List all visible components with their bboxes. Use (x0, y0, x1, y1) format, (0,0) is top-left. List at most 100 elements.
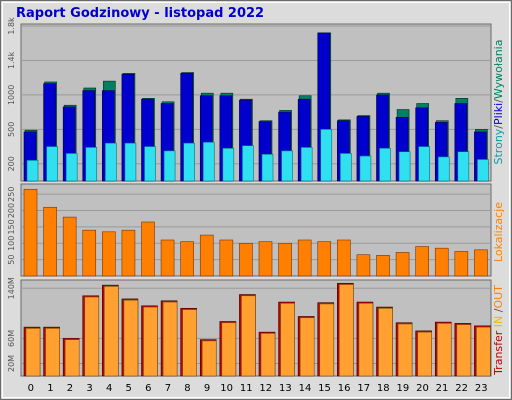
side-legend-transfer-part: / (492, 308, 505, 315)
x-tick-label: 19 (397, 383, 410, 394)
side-legend-strony-pliki-wywolania-part: / (492, 125, 505, 129)
bar-transfer-out (299, 317, 315, 377)
panel-3-background (20, 279, 492, 377)
panel-1-ytick-label: 1.8k (7, 17, 16, 35)
bar-lokalizacje (141, 221, 155, 277)
side-legend-transfer: Transfer IN /OUT (492, 285, 505, 376)
bar-lokalizacje (102, 231, 116, 277)
x-tick-label: 13 (279, 383, 292, 394)
x-tick-label: 23 (475, 383, 488, 394)
x-tick-label: 12 (259, 383, 272, 394)
bar-transfer-out (64, 339, 80, 377)
bar-strony (340, 153, 352, 182)
bar-lokalizacje (199, 234, 214, 277)
side-legend-transfer-part: Transfer (492, 330, 505, 376)
bar-strony (320, 129, 333, 182)
panel-3-ytick-label: 60M (7, 330, 16, 347)
chart-title: Raport Godzinowy - listopad 2022 (16, 6, 264, 21)
bar-lokalizacje (219, 239, 234, 277)
panel-1-ytick-label: 200 (7, 156, 16, 171)
bar-transfer-out (280, 303, 295, 377)
panel-2-ytick-label: 150 (7, 219, 16, 234)
bar-lokalizacje (23, 188, 38, 277)
x-tick-label: 20 (416, 383, 429, 394)
bar-transfer-out (241, 295, 256, 377)
bar-strony (105, 142, 117, 182)
bar-strony (379, 147, 391, 182)
bar-transfer-out (143, 306, 158, 377)
bar-transfer-out (104, 286, 119, 377)
bar-strony (359, 155, 372, 182)
x-tick-label: 3 (86, 383, 92, 394)
bar-strony (281, 150, 293, 182)
bar-strony (202, 141, 215, 182)
bar-strony (300, 147, 313, 182)
bar-strony (144, 146, 156, 182)
bar-lokalizacje (395, 252, 410, 277)
side-legend-strony-pliki-wywolania-part: Strony (492, 128, 505, 164)
panel-1-ytick-label: 500 (7, 122, 16, 137)
x-tick-label: 10 (220, 383, 233, 394)
x-tick-label: 14 (299, 383, 312, 394)
x-tick-label: 17 (357, 383, 370, 394)
bar-lokalizacje (121, 229, 136, 277)
side-legend-transfer-part: IN (492, 316, 505, 331)
bar-strony (222, 147, 235, 182)
panel-2-ytick-label: 250 (7, 187, 16, 202)
bar-lokalizacje (454, 251, 469, 277)
side-legend-lokalizacje: Lokalizacje (492, 202, 505, 262)
x-tick-label: 4 (106, 383, 112, 394)
bar-transfer-out (319, 303, 335, 377)
side-legend-strony-pliki-wywolania-part: Pliki (492, 103, 505, 125)
x-tick-label: 2 (67, 383, 73, 394)
bar-transfer-out (339, 284, 354, 377)
bar-transfer-out (260, 333, 276, 377)
x-tick-label: 8 (184, 383, 190, 394)
x-tick-label: 22 (455, 383, 468, 394)
x-tick-label: 11 (240, 383, 253, 394)
bar-lokalizacje (434, 247, 449, 277)
panel-2-background (20, 183, 492, 277)
x-tick-label: 9 (204, 383, 210, 394)
side-legend-lokalizacje-part: Lokalizacje (492, 202, 505, 262)
bar-lokalizacje (317, 241, 332, 277)
bar-transfer-out (378, 308, 393, 377)
bar-strony (418, 146, 430, 182)
x-tick-label: 15 (318, 383, 331, 394)
bar-lokalizacje (376, 255, 390, 277)
bar-strony (85, 147, 98, 182)
bar-transfer-out (358, 303, 374, 377)
x-tick-label: 16 (338, 383, 351, 394)
x-tick-label: 18 (377, 383, 390, 394)
bar-lokalizacje (337, 239, 351, 277)
panel-2-ytick-label: 200 (7, 203, 16, 218)
bar-lokalizacje (356, 254, 371, 277)
bar-transfer-out (456, 324, 472, 377)
x-tick-label: 1 (47, 383, 53, 394)
bar-transfer-out (162, 301, 178, 377)
bar-strony (163, 150, 176, 182)
bar-strony (242, 145, 254, 182)
bar-strony (457, 151, 470, 182)
bar-lokalizacje (180, 241, 194, 277)
side-legend-strony-pliki-wywolania: Strony/Pliki/Wywołania (492, 40, 505, 165)
bar-lokalizacje (415, 246, 429, 277)
bar-transfer-out (201, 340, 217, 377)
bar-lokalizacje (239, 242, 253, 277)
bar-strony (437, 156, 450, 182)
x-tick-label: 6 (145, 383, 151, 394)
bar-transfer-out (123, 299, 139, 377)
bar-lokalizacje (62, 216, 77, 277)
bar-transfer-out (25, 328, 41, 377)
side-legend-strony-pliki-wywolania-part: Wywołania (492, 40, 505, 100)
bar-strony (124, 142, 137, 182)
bar-strony (26, 160, 39, 182)
panel-1-background (20, 23, 492, 182)
bar-lokalizacje (82, 229, 97, 277)
bar-strony (261, 154, 274, 182)
bar-transfer-out (84, 296, 100, 377)
bar-strony (65, 153, 78, 182)
